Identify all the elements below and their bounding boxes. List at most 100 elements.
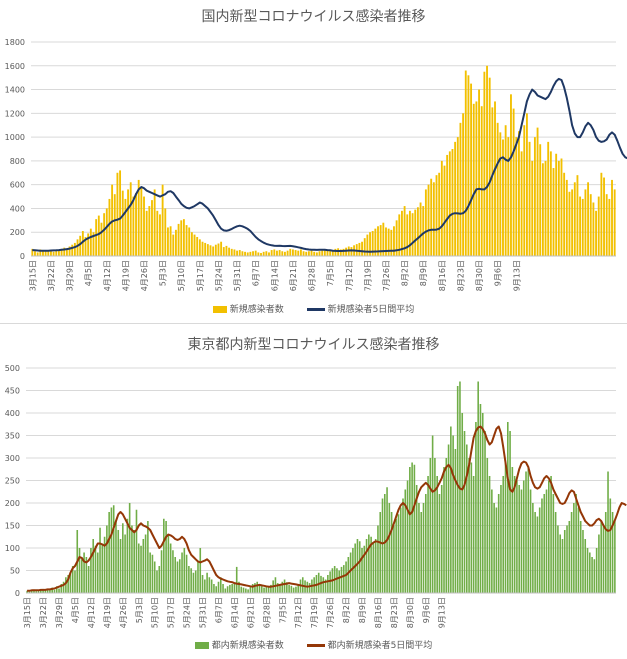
bar <box>531 160 534 256</box>
bar <box>390 512 393 593</box>
bar <box>185 554 188 593</box>
bar <box>340 566 343 593</box>
legend-item-line: 都内新規感染者5日間平均 <box>306 638 432 651</box>
bar <box>568 521 571 593</box>
x-tick-label: 5月3日 <box>135 597 144 623</box>
bar <box>235 566 238 593</box>
bar <box>127 189 129 256</box>
bar <box>42 250 44 256</box>
bar <box>178 559 181 593</box>
bar <box>613 189 616 256</box>
bar <box>356 539 359 593</box>
bar <box>37 590 40 593</box>
bar <box>411 462 413 593</box>
bar <box>552 494 555 593</box>
bar <box>156 210 159 256</box>
bar <box>554 512 557 593</box>
bar <box>126 518 129 593</box>
x-tick-label: 6月14日 <box>230 597 239 628</box>
bar <box>516 480 518 593</box>
x-tick-label: 9月6日 <box>422 597 431 623</box>
bar <box>182 219 185 256</box>
bar <box>591 557 593 593</box>
bar <box>399 507 402 593</box>
bar <box>297 250 300 256</box>
bar <box>541 498 543 593</box>
bar <box>60 584 63 593</box>
bar <box>584 189 587 256</box>
bar <box>71 244 74 256</box>
bar <box>135 192 137 256</box>
bar <box>247 589 249 593</box>
bar <box>568 191 571 256</box>
bar <box>34 251 36 256</box>
bar <box>284 251 286 256</box>
bar <box>240 586 243 593</box>
bar <box>299 249 302 256</box>
x-tick-label: 9月6日 <box>494 260 503 286</box>
bar <box>201 241 204 256</box>
legend-item-line: 新規感染者5日間平均 <box>306 302 414 315</box>
y-tick-label: 400 <box>5 409 20 418</box>
bar <box>276 583 279 593</box>
bar <box>213 584 215 593</box>
bar <box>55 586 58 593</box>
bar <box>443 165 446 256</box>
bar <box>206 244 209 256</box>
bar <box>167 227 169 256</box>
bar <box>480 106 483 256</box>
bar <box>388 503 391 593</box>
bar <box>305 251 308 256</box>
bar <box>337 248 340 256</box>
bar <box>204 242 207 256</box>
bar <box>241 251 244 256</box>
x-tick-label: 4月26日 <box>119 597 128 628</box>
bar <box>477 381 479 593</box>
bar <box>334 248 337 256</box>
bar <box>570 512 573 593</box>
bar <box>413 464 416 593</box>
bar <box>575 494 577 593</box>
bar <box>336 568 338 593</box>
x-tick-label: 8月30日 <box>406 597 415 628</box>
bar <box>552 168 555 256</box>
bar <box>345 561 347 593</box>
x-tick-label: 8月2日 <box>342 597 351 623</box>
bar <box>210 579 213 593</box>
x-tick-label: 4月19日 <box>103 597 112 628</box>
bar <box>192 572 195 593</box>
bar <box>60 248 63 256</box>
bar <box>430 178 433 256</box>
bar <box>536 127 539 256</box>
bar <box>488 476 491 593</box>
bar <box>463 431 466 593</box>
bar <box>198 239 201 256</box>
bar <box>79 235 82 256</box>
x-tick-label: 3月22日 <box>47 260 56 291</box>
bar <box>607 471 609 593</box>
bar <box>307 251 310 256</box>
bar <box>85 557 88 593</box>
bar <box>94 545 97 593</box>
bar <box>465 444 468 593</box>
bar <box>63 247 66 256</box>
bar <box>177 223 180 256</box>
bar <box>95 219 98 256</box>
bar <box>557 525 559 593</box>
bar <box>90 548 92 593</box>
y-tick-label: 500 <box>5 364 20 373</box>
x-tick-label: 3月15日 <box>28 260 37 291</box>
bar <box>262 251 265 256</box>
bar <box>283 579 286 593</box>
bar <box>418 503 420 593</box>
bar <box>409 467 411 593</box>
bar <box>224 588 227 593</box>
y-tick-label: 1000 <box>5 133 25 142</box>
bar <box>579 196 582 256</box>
bar <box>527 467 530 593</box>
bar <box>513 476 516 593</box>
bar <box>450 426 452 593</box>
bar <box>422 503 425 593</box>
bar <box>276 250 278 256</box>
bar <box>438 172 441 256</box>
